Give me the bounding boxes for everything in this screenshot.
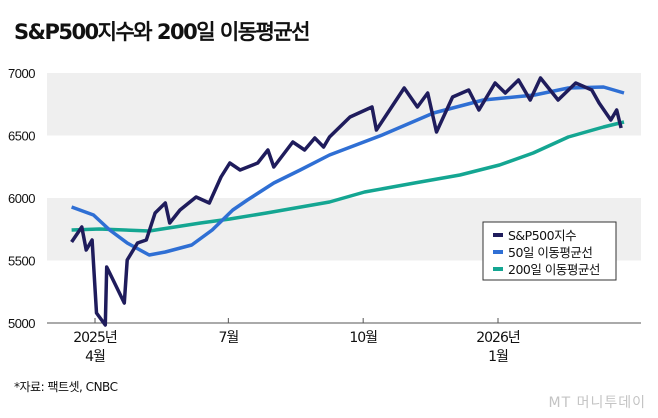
series-lines [70,76,625,327]
legend-label: 50일 이동평균선 [508,245,592,260]
x-tick-label: 4월 [85,349,105,365]
legend-label: 200일 이동평균선 [508,262,600,277]
y-tick-label: 5000 [8,316,35,331]
x-tick-label: 2025년 [73,330,117,346]
grid-band [47,73,641,136]
x-tick-label: 7월 [218,330,238,346]
series-line-2 [71,120,625,233]
y-axis: 5000 5500 6000 6500 7000 [8,66,36,331]
y-tick-label: 7000 [8,66,35,81]
legend-swatch [493,267,503,271]
y-tick-label: 5500 [8,254,35,269]
chart-title: S&P500지수와 200일 이동평균선 [14,20,311,44]
x-tick-label: 2026년 [476,330,520,346]
legend-swatch [493,250,503,254]
series-line-0 [70,76,623,327]
x-tick-label: 10월 [349,330,377,346]
legend-label: S&P500지수 [508,228,576,243]
x-tick-label: 1월 [488,349,508,365]
legend-box [482,221,617,281]
watermark-logo: MT 머니투데이 [548,395,646,411]
x-axis: 2025년 4월 7월 10월 2026년 1월 [47,318,641,365]
legend-swatch [493,233,503,237]
source-note: *자료: 팩트셋, CNBC [14,380,118,394]
legend: S&P500지수 50일 이동평균선 200일 이동평균선 [482,221,617,281]
y-tick-label: 6500 [8,129,35,144]
y-tick-label: 6000 [8,191,35,206]
